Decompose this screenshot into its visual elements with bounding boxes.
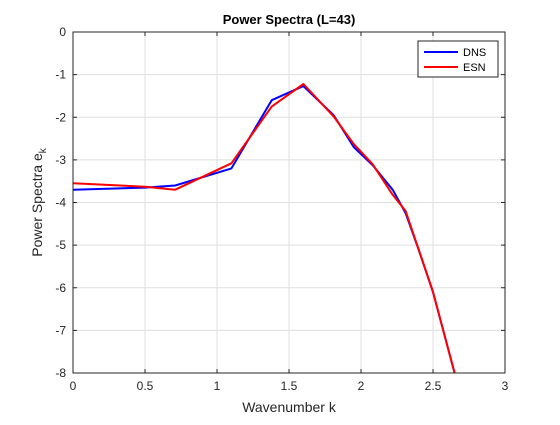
y-tick-label: -8: [55, 366, 66, 380]
x-tick-label: 3: [502, 379, 509, 393]
plot-area: 0 0.5 1 1.5 2 2.5 3 0 -1 -2 -3 -4 -5 -6 -7 -8: [55, 25, 508, 393]
x-tick-label: 2.5: [425, 379, 442, 393]
series-line-esn: [73, 83, 456, 373]
y-tick-label: -5: [55, 238, 66, 252]
legend-label-dns: DNS: [463, 47, 486, 59]
y-tick-label: -2: [55, 110, 66, 124]
series-layer: [73, 83, 456, 373]
y-tick-label: -1: [55, 68, 66, 82]
y-axis-label-main: Power Spectra e: [29, 153, 45, 257]
legend: DNS ESN: [417, 40, 499, 78]
y-tick-label: -4: [55, 196, 66, 210]
ticks: [72, 31, 506, 374]
tick-labels: 0 0.5 1 1.5 2 2.5 3 0 -1 -2 -3 -4 -5 -6 -7 -8: [55, 25, 508, 393]
x-tick-label: 0.5: [137, 379, 154, 393]
y-tick-label: -7: [55, 323, 66, 337]
y-tick-label: 0: [59, 25, 66, 39]
x-tick-label: 1.5: [281, 379, 298, 393]
chart-title: Power Spectra (L=43): [223, 12, 356, 27]
x-tick-label: 0: [70, 379, 77, 393]
legend-label-esn: ESN: [463, 62, 486, 74]
x-tick-label: 1: [214, 379, 221, 393]
x-axis-label: Wavenumber k: [242, 399, 337, 415]
legend-box: [417, 40, 499, 78]
y-axis-label: Power Spectra ek: [29, 147, 49, 257]
y-tick-label: -6: [55, 281, 66, 295]
x-tick-label: 2: [358, 379, 365, 393]
y-axis-label-subscript: k: [38, 147, 49, 153]
y-tick-label: -3: [55, 153, 66, 167]
